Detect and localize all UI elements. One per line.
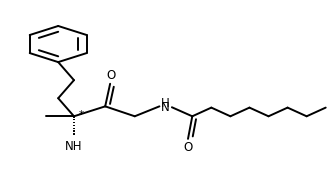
Text: O: O <box>183 141 193 154</box>
Text: H: H <box>160 97 169 110</box>
Text: N: N <box>160 101 169 114</box>
Text: *: * <box>79 110 84 120</box>
Text: NH: NH <box>65 140 83 153</box>
Text: O: O <box>106 69 116 82</box>
